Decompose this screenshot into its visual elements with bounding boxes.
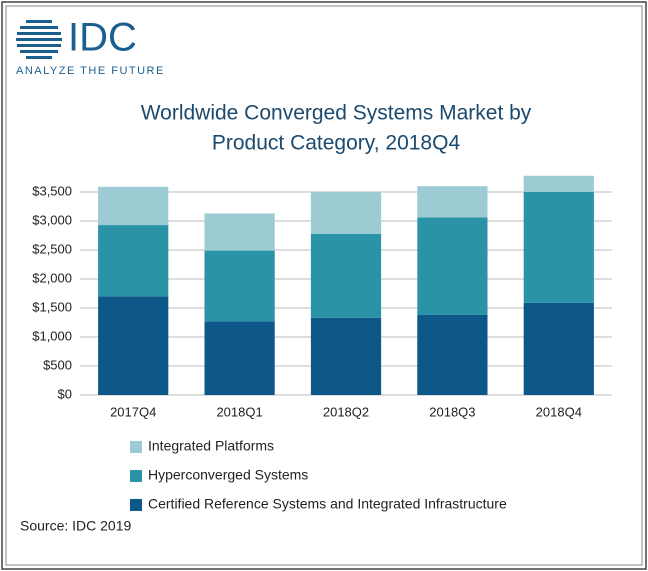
bar-segment (417, 217, 488, 315)
x-tick-label: 2018Q1 (216, 404, 262, 419)
chart-title: Worldwide Converged Systems Market by (141, 102, 532, 125)
x-tick-label: 2018Q4 (536, 404, 582, 419)
legend-label: Hyperconverged Systems (148, 467, 308, 483)
source: Source: IDC 2019 (20, 518, 131, 534)
bar-segment (98, 296, 169, 395)
bar-segment (417, 314, 488, 395)
legend-label: Certified Reference Systems and Integrat… (148, 496, 507, 512)
bar-segment (204, 321, 275, 395)
y-tick-label: $2,500 (32, 241, 72, 256)
y-tick-label: $500 (43, 357, 72, 372)
y-tick-label: $1,500 (32, 299, 72, 314)
y-tick-label: $1,000 (32, 328, 72, 343)
y-tick-label: $3,000 (32, 212, 72, 227)
bar-segment (310, 192, 382, 234)
bar-segment (204, 250, 275, 322)
logo-tagline: ANALYZE THE FUTURE (16, 65, 165, 77)
logo-globe (16, 20, 62, 59)
bar-segment (310, 317, 382, 395)
bar-segment (523, 302, 594, 395)
legend-swatch (130, 441, 142, 453)
y-tick-label: $3,500 (32, 183, 72, 198)
legend-label: Integrated Platforms (148, 438, 274, 454)
bar-segment (204, 213, 275, 251)
x-tick-label: 2018Q3 (429, 404, 475, 419)
logo-name: IDC (68, 16, 137, 60)
frame-inner (5, 5, 643, 566)
bar-segment (98, 225, 169, 297)
bar-segment (98, 186, 169, 226)
x-tick-label: 2017Q4 (110, 404, 156, 419)
bar-segment (523, 192, 594, 303)
x-tick-label: 2018Q2 (323, 404, 369, 419)
bar-segment (417, 186, 488, 218)
y-tick-label: $2,000 (32, 270, 72, 285)
bar-segment (523, 175, 594, 192)
legend-swatch (130, 499, 142, 511)
bar-segment (310, 233, 382, 318)
chart-title: Product Category, 2018Q4 (212, 132, 461, 155)
y-tick-label: $0 (58, 386, 72, 401)
legend-swatch (130, 470, 142, 482)
